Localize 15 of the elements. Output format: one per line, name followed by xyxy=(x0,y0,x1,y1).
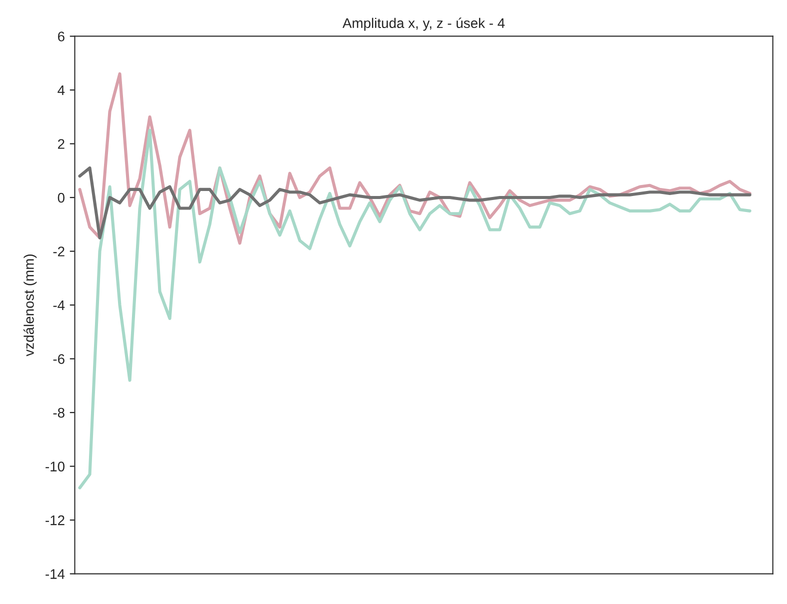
line-series xyxy=(78,166,752,240)
y-tick-label: -4 xyxy=(53,300,65,310)
line-series xyxy=(78,128,752,490)
y-tick-label: -6 xyxy=(53,354,64,364)
y-tick-label: 2 xyxy=(58,139,64,149)
y-tick-label: -10 xyxy=(46,462,64,472)
y-tick-label: -12 xyxy=(46,515,64,526)
chart-title: Amplituda x, y, z - úsek - 4 xyxy=(342,18,505,31)
y-tick-label: 6 xyxy=(58,32,64,42)
y-tick-label: -8 xyxy=(53,408,64,418)
y-tick-label: -2 xyxy=(53,246,64,256)
y-axis-title: vzdálenost (mm) xyxy=(24,254,37,356)
y-tick-label: 0 xyxy=(58,192,64,203)
y-tick-label: 4 xyxy=(58,85,65,96)
y-tick-label: -14 xyxy=(46,569,65,579)
